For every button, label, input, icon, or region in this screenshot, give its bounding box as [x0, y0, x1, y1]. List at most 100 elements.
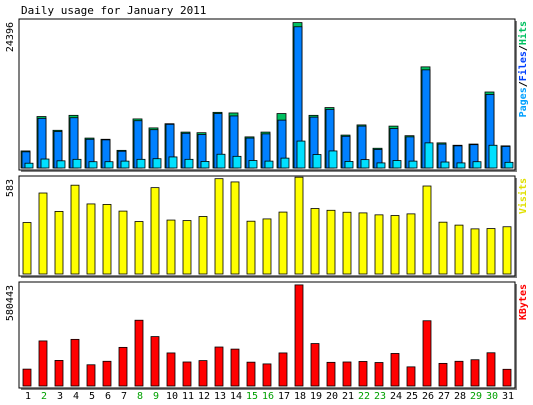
bar-visits-day-20: [326, 209, 336, 275]
bar-kbytes-day-29: [470, 359, 480, 387]
x-tick-label-day-21: 21: [342, 391, 354, 402]
x-tick-label-day-13: 13: [214, 391, 226, 402]
x-tick-label-day-29: 29: [470, 391, 482, 402]
x-tick-label-day-5: 5: [89, 391, 95, 402]
bar-visits-day-21: [342, 211, 352, 275]
bar-visits-day-30: [486, 228, 496, 275]
bar-pages-day-26: [424, 142, 434, 169]
x-tick-label-day-4: 4: [73, 391, 79, 402]
bar-pages-day-7: [120, 160, 130, 169]
chart-title: Daily usage for January 2011: [21, 4, 206, 17]
bar-kbytes-day-9: [150, 336, 160, 387]
legend-item-4: Hits: [517, 21, 529, 45]
bar-kbytes-day-2: [38, 340, 48, 387]
bar-kbytes-day-18: [294, 284, 304, 387]
legend-item-1: /: [518, 81, 529, 87]
bar-pages-day-3: [56, 160, 66, 169]
x-tick-label-day-20: 20: [326, 391, 338, 402]
bar-visits-day-16: [262, 218, 272, 275]
bar-pages-day-20: [328, 150, 338, 169]
bar-visits-day-13: [214, 178, 224, 275]
x-tick-label-day-24: 24: [390, 391, 402, 402]
bar-kbytes-day-19: [310, 343, 320, 387]
bar-pages-day-12: [200, 161, 210, 169]
bar-visits-day-18: [294, 176, 304, 275]
y-max-label-visits: 583: [5, 179, 16, 197]
bar-kbytes-day-23: [374, 362, 384, 387]
bar-kbytes-day-21: [342, 361, 352, 387]
bar-pages-day-14: [232, 155, 242, 169]
bar-kbytes-day-6: [102, 360, 112, 387]
x-tick-label-day-8: 8: [137, 391, 143, 402]
bar-visits-day-9: [150, 187, 160, 275]
bar-pages-day-16: [264, 160, 274, 169]
bar-pages-day-18: [296, 140, 306, 169]
x-tick-label-day-1: 1: [25, 391, 31, 402]
x-tick-label-day-9: 9: [153, 391, 159, 402]
bar-pages-day-1: [24, 162, 34, 169]
legend-visits: Visits: [517, 178, 529, 214]
legend-item-2: Files: [517, 51, 529, 81]
bar-visits-day-26: [422, 185, 432, 275]
bar-visits-day-11: [182, 220, 192, 275]
bar-pages-day-31: [504, 161, 514, 169]
bar-kbytes-day-7: [118, 346, 128, 387]
bar-kbytes-day-11: [182, 361, 192, 387]
bar-visits-day-5: [86, 203, 96, 275]
bar-pages-day-10: [168, 156, 178, 169]
bar-kbytes-day-28: [454, 360, 464, 387]
bar-pages-day-11: [184, 158, 194, 169]
bar-kbytes-day-17: [278, 352, 288, 387]
legend-item-0: Pages: [518, 87, 529, 117]
bar-pages-day-15: [248, 160, 258, 169]
bar-kbytes-day-24: [390, 353, 400, 387]
bar-pages-day-25: [408, 160, 418, 169]
y-max-label-hits_files_pages: 24396: [5, 22, 16, 52]
bar-visits-day-12: [198, 216, 208, 275]
bar-kbytes-day-20: [326, 361, 336, 387]
x-tick-label-day-23: 23: [374, 391, 386, 402]
bar-kbytes-day-30: [486, 352, 496, 387]
x-tick-label-day-28: 28: [454, 391, 466, 402]
x-tick-label-day-31: 31: [502, 391, 514, 402]
x-tick-label-day-7: 7: [121, 391, 127, 402]
bar-visits-day-31: [502, 226, 512, 275]
bar-kbytes-day-25: [406, 366, 416, 387]
bar-visits-day-17: [278, 211, 288, 275]
bar-kbytes-day-5: [86, 364, 96, 387]
bar-pages-day-22: [360, 159, 370, 169]
x-tick-label-day-18: 18: [294, 391, 306, 402]
bar-pages-day-19: [312, 154, 322, 169]
bar-kbytes-day-1: [22, 368, 32, 387]
bar-pages-day-28: [456, 162, 466, 169]
bar-visits-day-27: [438, 221, 448, 275]
x-tick-label-day-30: 30: [486, 391, 498, 402]
bar-pages-day-6: [104, 161, 114, 169]
bar-kbytes-day-13: [214, 346, 224, 387]
bar-kbytes-day-27: [438, 362, 448, 387]
x-tick-label-day-19: 19: [310, 391, 322, 402]
bar-kbytes-day-3: [54, 360, 64, 387]
panel-visits: 583 Visits: [5, 175, 529, 278]
bar-kbytes-day-26: [422, 320, 432, 387]
y-max-label-kbytes: 580443: [5, 285, 16, 321]
x-tick-label-day-16: 16: [262, 391, 274, 402]
x-tick-label-day-22: 22: [358, 391, 370, 402]
bar-visits-day-22: [358, 212, 368, 275]
bar-visits-day-10: [166, 219, 176, 275]
bar-visits-day-28: [454, 224, 464, 275]
bar-visits-day-3: [54, 211, 64, 275]
bar-pages-day-2: [40, 158, 50, 169]
bar-visits-day-2: [38, 192, 48, 275]
x-tick-label-day-14: 14: [230, 391, 242, 402]
x-axis-labels: 1 2 3 4 5 6 7 8 9 10 11 12 13 14 15 16 17 18 19 20 21 22 23 24 2…: [25, 391, 514, 402]
bar-visits-day-23: [374, 214, 384, 275]
bar-kbytes-day-31: [502, 368, 512, 387]
legend-item-0: Visits: [517, 178, 529, 214]
bar-pages-day-24: [392, 160, 402, 169]
bar-pages-day-9: [152, 158, 162, 169]
bar-pages-day-21: [344, 161, 354, 169]
bar-visits-day-19: [310, 208, 320, 275]
bar-visits-day-25: [406, 213, 416, 275]
